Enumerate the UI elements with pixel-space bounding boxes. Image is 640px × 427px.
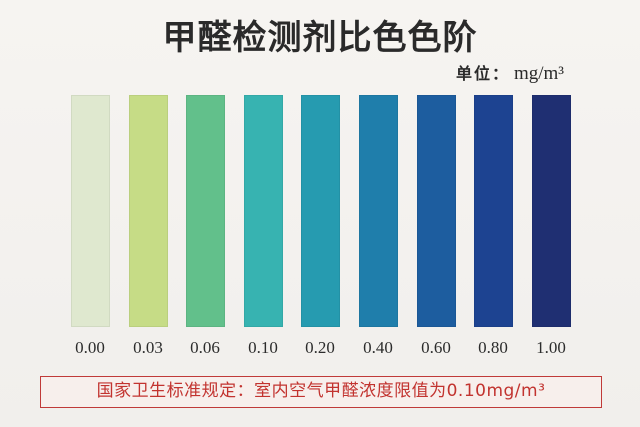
swatch-value-label: 0.10 xyxy=(248,338,278,357)
swatch-value-label: 0.03 xyxy=(133,338,163,357)
color-swatch xyxy=(71,95,110,327)
swatch-value-label: 1.00 xyxy=(536,338,566,357)
color-swatch xyxy=(244,95,283,327)
swatch-value-label: 0.06 xyxy=(190,338,220,357)
standard-note: 国家卫生标准规定：室内空气甲醛浓度限值为0.10mg/m³ xyxy=(40,376,602,408)
unit-label: 单位： mg/m³ xyxy=(456,60,564,85)
swatch-value-label: 0.80 xyxy=(478,338,508,357)
color-swatch xyxy=(417,95,456,327)
chart-title: 甲醛检测剂比色色阶 xyxy=(162,18,478,58)
unit-value: mg/m³ xyxy=(513,63,564,84)
unit-caption: 单位： xyxy=(455,64,510,83)
color-swatch xyxy=(129,95,168,327)
swatch-value-label: 0.60 xyxy=(421,338,451,357)
color-swatch xyxy=(359,95,398,327)
swatch-value-label: 0.20 xyxy=(305,338,335,357)
swatch-value-label: 0.00 xyxy=(75,338,105,357)
color-swatch xyxy=(474,95,513,327)
color-swatch xyxy=(186,95,225,327)
color-swatch xyxy=(301,95,340,327)
color-swatch xyxy=(532,95,571,327)
swatch-value-label: 0.40 xyxy=(363,338,393,357)
